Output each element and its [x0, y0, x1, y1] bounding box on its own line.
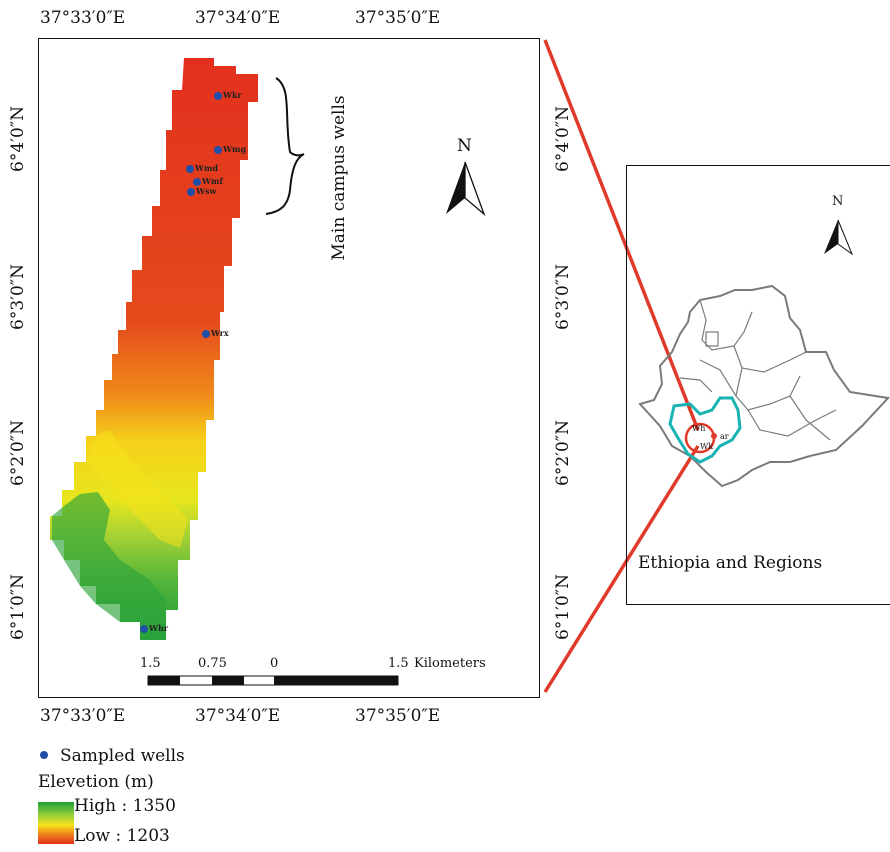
scale-bar [147, 675, 399, 686]
north-label: N [457, 136, 472, 156]
well-marker [140, 625, 148, 633]
north-arrow-icon [446, 162, 465, 214]
highlighted-region [668, 396, 742, 464]
scale-label-4: 1.5 [388, 656, 409, 671]
well-label: Wsw [196, 186, 217, 196]
bottom-lon-tick-2: 37°34′0″E [195, 706, 281, 726]
well-label: Whr [149, 623, 169, 633]
scale-label-1: 1.5 [140, 656, 161, 671]
well-marker [186, 165, 194, 173]
well-marker-icon [40, 751, 48, 759]
well-label: Wkr [223, 90, 242, 100]
inset-point-label-3: Wk [700, 442, 714, 451]
well-label: Wrx [211, 328, 229, 338]
well-label: Wmg [223, 144, 247, 154]
mid-elevation-patch [86, 430, 188, 548]
elevation-color-ramp [38, 802, 74, 844]
bottom-lon-tick-3: 37°35′0″E [355, 706, 441, 726]
campus-bracket [265, 77, 305, 215]
legend-wells-label: Sampled wells [60, 746, 185, 766]
inset-point-label-2: ar [720, 432, 729, 441]
main-map-frame [38, 38, 540, 698]
scale-label-3: 0 [270, 656, 279, 671]
scale-unit: Kilometers [414, 656, 486, 671]
top-lon-tick-3: 37°35′0″E [355, 8, 441, 28]
inset-title: Ethiopia and Regions [638, 553, 823, 573]
top-lon-tick-2: 37°34′0″E [195, 8, 281, 28]
inset-north-label: N [832, 194, 844, 209]
legend-high-label: High : 1350 [74, 796, 176, 816]
well-marker [187, 188, 195, 196]
inset-point-label-1: Wh [692, 424, 706, 433]
top-lon-tick-1: 37°33′0″E [40, 8, 126, 28]
legend-sampled-wells: Sampled wells [38, 746, 185, 766]
well-marker [193, 178, 201, 186]
inset-frame [626, 165, 890, 605]
legend-low-label: Low : 1203 [74, 826, 170, 846]
elevation-raster [50, 58, 258, 640]
well-marker [214, 92, 222, 100]
inset-north-arrow-icon [824, 220, 838, 254]
well-label: Wmf [202, 176, 223, 186]
bottom-lon-tick-1: 37°33′0″E [40, 706, 126, 726]
scale-label-2: 0.75 [198, 656, 227, 671]
legend-elevation-title: Elevetion (m) [38, 772, 154, 792]
low-elevation-patch [52, 492, 166, 640]
connector-line-top [543, 39, 700, 431]
well-marker [202, 330, 210, 338]
ethiopia-outline [638, 284, 890, 488]
well-marker [214, 146, 222, 154]
connector-line-bottom [543, 445, 700, 693]
well-label: Wmd [195, 163, 219, 173]
